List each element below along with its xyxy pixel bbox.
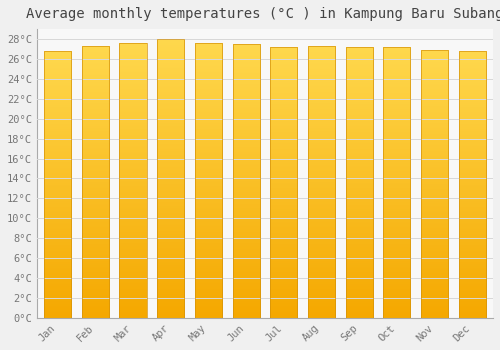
Bar bbox=[421, 50, 448, 318]
Bar bbox=[458, 51, 486, 318]
Title: Average monthly temperatures (°C ) in Kampung Baru Subang: Average monthly temperatures (°C ) in Ka… bbox=[26, 7, 500, 21]
Bar bbox=[270, 47, 297, 318]
Bar bbox=[120, 43, 146, 318]
Bar bbox=[308, 46, 335, 318]
Bar bbox=[384, 47, 410, 318]
Bar bbox=[157, 39, 184, 318]
Bar bbox=[232, 44, 260, 318]
Bar bbox=[44, 51, 71, 318]
Bar bbox=[346, 47, 373, 318]
Bar bbox=[82, 46, 109, 318]
Bar bbox=[195, 43, 222, 318]
